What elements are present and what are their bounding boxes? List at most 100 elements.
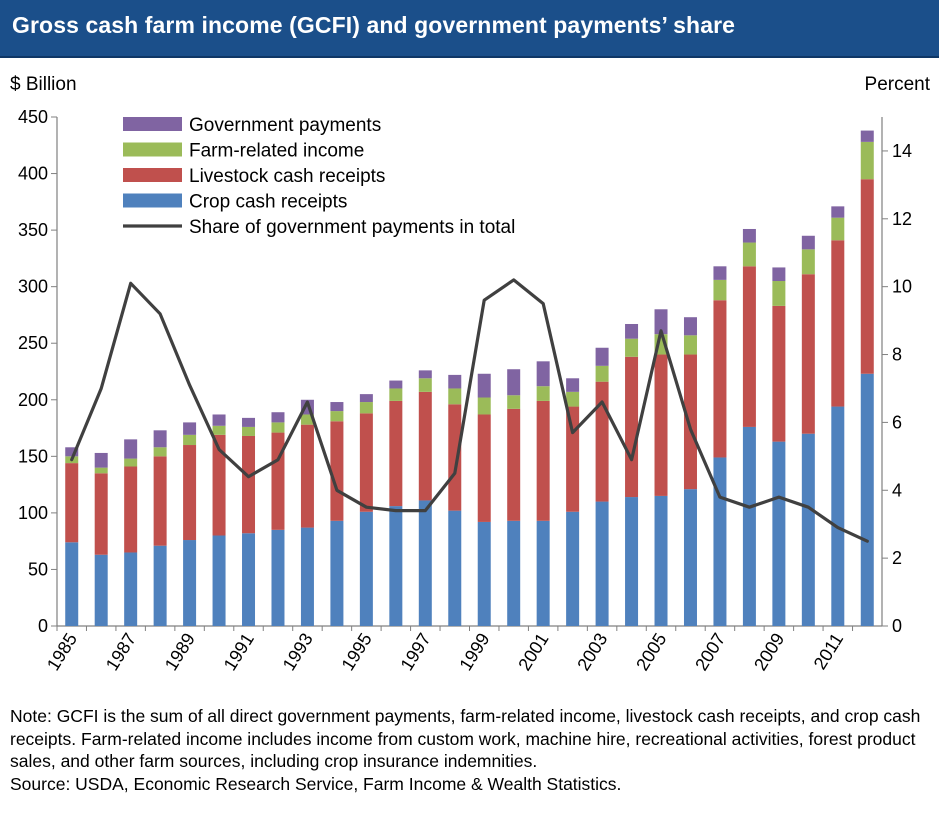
bar-farm-related-income [94, 467, 108, 474]
left-tick-label: 100 [18, 503, 48, 523]
bar-livestock-cash-receipts [683, 354, 697, 490]
bar-government-payments [831, 206, 845, 218]
bar-farm-related-income [212, 425, 226, 435]
bar-farm-related-income [242, 426, 256, 436]
x-tick-label: 2003 [573, 630, 611, 675]
bar-crop-cash-receipts [153, 545, 167, 626]
bar-crop-cash-receipts [536, 520, 550, 626]
bar-livestock-cash-receipts [831, 240, 845, 407]
bar-livestock-cash-receipts [242, 435, 256, 534]
bar-government-payments [448, 374, 462, 389]
stacked-bar-chart: $ Billion Percent050100150200250300350400… [10, 74, 931, 675]
x-tick-label: 2011 [810, 630, 847, 673]
bar-farm-related-income [124, 458, 138, 467]
bar-livestock-cash-receipts [860, 179, 874, 374]
bar-farm-related-income [448, 388, 462, 405]
bar-livestock-cash-receipts [448, 404, 462, 511]
bar-crop-cash-receipts [124, 552, 138, 626]
bar-livestock-cash-receipts [772, 305, 786, 442]
bar-livestock-cash-receipts [566, 406, 580, 512]
bar-government-payments [65, 447, 79, 457]
bar-government-payments [713, 266, 727, 280]
bar-crop-cash-receipts [359, 511, 373, 626]
x-tick-label: 1993 [279, 630, 317, 675]
bar-crop-cash-receipts [477, 521, 491, 626]
bar-livestock-cash-receipts [654, 354, 668, 496]
bar-livestock-cash-receipts [65, 463, 79, 543]
bar-livestock-cash-receipts [212, 434, 226, 536]
right-axis-title: Percent [865, 74, 931, 95]
left-tick-label: 400 [18, 164, 48, 184]
bar-farm-related-income [477, 397, 491, 415]
bar-government-payments [683, 317, 697, 336]
left-tick-label: 150 [18, 446, 48, 466]
bar-crop-cash-receipts [300, 527, 314, 626]
bar-livestock-cash-receipts [359, 413, 373, 512]
right-tick-label: 4 [892, 480, 902, 500]
bar-crop-cash-receipts [507, 520, 521, 626]
bar-livestock-cash-receipts [477, 414, 491, 522]
bar-livestock-cash-receipts [183, 445, 197, 541]
bar-farm-related-income [772, 281, 786, 306]
bar-farm-related-income [183, 434, 197, 446]
legend-label-crop-cash-receipts: Crop cash receipts [189, 192, 347, 213]
x-tick-label: 2005 [632, 630, 670, 675]
bar-government-payments [742, 228, 756, 243]
bar-government-payments [271, 412, 285, 423]
legend-label-government-payments: Government payments [189, 115, 381, 136]
bar-farm-related-income [683, 335, 697, 355]
bar-government-payments [566, 378, 580, 392]
bar-farm-related-income [359, 402, 373, 414]
source-text: Source: USDA, Economic Research Service,… [10, 773, 622, 794]
bar-crop-cash-receipts [389, 506, 403, 626]
bar-crop-cash-receipts [654, 495, 668, 626]
bar-government-payments [124, 439, 138, 459]
bar-crop-cash-receipts [94, 554, 108, 626]
bar-government-payments [212, 414, 226, 426]
bar-farm-related-income [418, 378, 432, 392]
right-tick-label: 2 [892, 548, 902, 568]
bar-crop-cash-receipts [271, 529, 285, 626]
bar-government-payments [860, 130, 874, 142]
bar-government-payments [536, 361, 550, 387]
left-tick-label: 250 [18, 333, 48, 353]
chart-note: Note: GCFI is the sum of all direct gove… [10, 705, 922, 795]
legend-swatch-farm-related-income [123, 142, 182, 157]
legend-label-share-of-government-payments-in-total: Share of government payments in total [189, 217, 515, 238]
chart-header: Gross cash farm income (GCFI) and govern… [0, 0, 939, 58]
right-tick-label: 0 [892, 616, 902, 636]
bar-livestock-cash-receipts [300, 424, 314, 528]
bar-livestock-cash-receipts [595, 381, 609, 502]
bar-farm-related-income [271, 422, 285, 433]
bar-farm-related-income [713, 279, 727, 301]
x-tick-label: 1987 [102, 630, 140, 675]
left-tick-label: 50 [28, 559, 48, 579]
bar-government-payments [507, 369, 521, 396]
left-tick-label: 350 [18, 220, 48, 240]
bar-government-payments [359, 394, 373, 403]
bar-government-payments [477, 373, 491, 398]
bar-crop-cash-receipts [772, 441, 786, 626]
bar-crop-cash-receipts [330, 520, 344, 626]
bar-livestock-cash-receipts [124, 466, 138, 553]
bar-farm-related-income [536, 386, 550, 401]
bar-crop-cash-receipts [595, 501, 609, 626]
bar-livestock-cash-receipts [330, 421, 344, 521]
x-tick-label: 1999 [455, 630, 493, 675]
bar-government-payments [595, 347, 609, 366]
legend-swatch-crop-cash-receipts [123, 193, 182, 208]
x-tick-label: 1989 [161, 630, 199, 675]
bar-farm-related-income [860, 141, 874, 180]
bar-government-payments [330, 402, 344, 412]
bar-farm-related-income [389, 388, 403, 401]
bar-crop-cash-receipts [831, 406, 845, 626]
bar-government-payments [153, 430, 167, 448]
x-tick-label: 1985 [43, 630, 81, 675]
x-tick-label: 1991 [220, 630, 258, 675]
bar-farm-related-income [153, 447, 167, 457]
bar-government-payments [94, 452, 108, 468]
bar-government-payments [418, 370, 432, 379]
left-tick-label: 450 [18, 107, 48, 127]
x-tick-label: 2009 [750, 630, 788, 675]
bar-government-payments [389, 380, 403, 389]
